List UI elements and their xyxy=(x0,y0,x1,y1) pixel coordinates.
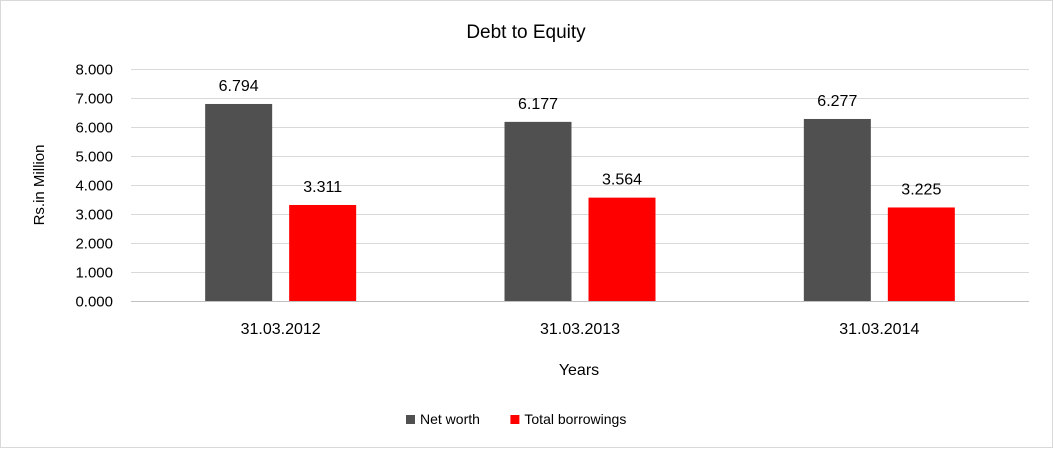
bar-total-borrowings xyxy=(887,207,955,301)
legend-label: Net worth xyxy=(420,411,480,427)
gridlines xyxy=(131,69,1029,302)
data-label: 3.225 xyxy=(901,181,941,198)
y-tick-label: 8.000 xyxy=(75,62,113,79)
x-tick-labels: 31.03.2012 31.03.2013 31.03.2014 xyxy=(241,321,920,338)
chart-title: Debt to Equity xyxy=(466,22,586,43)
bar-total-borrowings xyxy=(588,197,656,301)
y-tick-label: 0.000 xyxy=(75,294,113,311)
x-tick-label: 31.03.2012 xyxy=(241,321,321,338)
y-tick-label: 7.000 xyxy=(75,91,113,108)
x-tick-label: 31.03.2014 xyxy=(839,321,919,338)
y-tick-label: 4.000 xyxy=(75,178,113,195)
legend-swatch xyxy=(406,415,415,424)
y-tick-labels: 0.000 1.000 2.000 3.000 4.000 5.000 6.000 7.000… xyxy=(75,62,113,311)
bar-net-worth xyxy=(504,121,572,301)
data-label: 3.311 xyxy=(303,179,342,196)
data-label: 3.564 xyxy=(602,172,642,189)
legend-swatch xyxy=(510,415,520,424)
y-tick-label: 2.000 xyxy=(75,236,113,253)
x-tick-label: 31.03.2013 xyxy=(540,321,620,338)
y-tick-label: 1.000 xyxy=(75,265,113,282)
data-label: 6.277 xyxy=(817,93,857,110)
data-labels: 6.794 3.311 6.177 3.564 6.277 3.225 xyxy=(219,78,942,199)
legend: Net worth Total borrowings xyxy=(406,411,626,427)
y-tick-label: 5.000 xyxy=(75,149,113,166)
y-axis-label: Rs.in Million xyxy=(31,145,48,226)
bar-net-worth xyxy=(803,118,871,301)
x-axis-label: Years xyxy=(559,362,599,379)
bars xyxy=(205,103,955,301)
bar-total-borrowings xyxy=(289,204,357,301)
y-tick-label: 3.000 xyxy=(75,207,113,224)
y-tick-label: 6.000 xyxy=(75,120,113,137)
data-label: 6.177 xyxy=(518,96,558,113)
bar-net-worth xyxy=(205,103,273,301)
legend-label: Total borrowings xyxy=(524,411,626,427)
data-label: 6.794 xyxy=(219,78,259,95)
